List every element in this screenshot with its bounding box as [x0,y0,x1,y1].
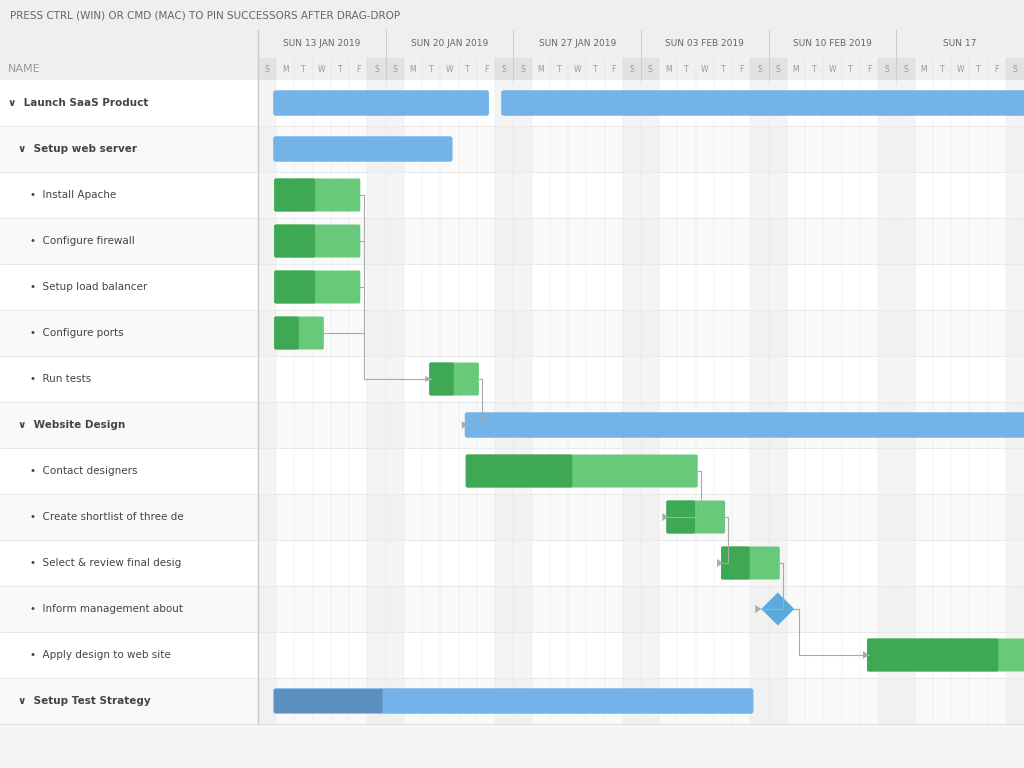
Text: M: M [665,65,672,74]
Text: ∨  Setup web server: ∨ Setup web server [18,144,137,154]
Text: SUN 17: SUN 17 [943,39,977,48]
Text: W: W [573,65,581,74]
Text: F: F [611,65,615,74]
Text: M: M [538,65,544,74]
Text: T: T [301,65,306,74]
Text: T: T [557,65,561,74]
Text: W: W [701,65,709,74]
Text: S: S [374,65,379,74]
Text: •  Inform management about: • Inform management about [30,604,183,614]
Text: W: W [956,65,964,74]
Text: S: S [630,65,634,74]
Text: T: T [940,65,944,74]
Text: •  Run tests: • Run tests [30,374,91,384]
Text: T: T [429,65,433,74]
Text: F: F [866,65,871,74]
Text: PRESS CTRL (WIN) OR CMD (MAC) TO PIN SUCCESSORS AFTER DRAG-DROP: PRESS CTRL (WIN) OR CMD (MAC) TO PIN SUC… [10,10,400,20]
Text: W: W [318,65,326,74]
Text: SUN 13 JAN 2019: SUN 13 JAN 2019 [284,39,360,48]
Text: S: S [885,65,890,74]
Text: ∨  Website Design: ∨ Website Design [18,420,125,430]
Text: S: S [648,65,652,74]
Text: •  Install Apache: • Install Apache [30,190,117,200]
Text: F: F [739,65,743,74]
Text: M: M [410,65,417,74]
Text: S: S [757,65,762,74]
Text: SUN 03 FEB 2019: SUN 03 FEB 2019 [666,39,744,48]
Text: F: F [483,65,488,74]
Text: T: T [593,65,598,74]
Text: NAME: NAME [8,64,41,74]
Text: T: T [812,65,816,74]
Text: F: F [994,65,998,74]
Text: T: T [684,65,689,74]
Text: T: T [849,65,853,74]
Text: •  Setup load balancer: • Setup load balancer [30,282,147,292]
Text: M: M [921,65,927,74]
Text: T: T [721,65,725,74]
Text: SUN 27 JAN 2019: SUN 27 JAN 2019 [539,39,615,48]
Text: M: M [793,65,800,74]
Text: S: S [392,65,397,74]
Text: •  Configure firewall: • Configure firewall [30,236,135,246]
Text: W: W [828,65,837,74]
Text: •  Select & review final desig: • Select & review final desig [30,558,181,568]
Text: M: M [282,65,289,74]
Text: S: S [502,65,507,74]
Text: SUN 20 JAN 2019: SUN 20 JAN 2019 [411,39,488,48]
Text: S: S [520,65,525,74]
Text: S: S [265,65,269,74]
Text: •  Contact designers: • Contact designers [30,466,137,476]
Text: T: T [466,65,470,74]
Text: F: F [356,65,360,74]
Text: S: S [775,65,780,74]
Text: T: T [976,65,981,74]
Text: •  Apply design to web site: • Apply design to web site [30,650,171,660]
Text: S: S [903,65,908,74]
Text: T: T [338,65,342,74]
Text: ∨  Launch SaaS Product: ∨ Launch SaaS Product [8,98,148,108]
Text: •  Create shortlist of three de: • Create shortlist of three de [30,512,183,522]
Text: W: W [445,65,454,74]
Text: •  Configure ports: • Configure ports [30,328,124,338]
Text: SUN 10 FEB 2019: SUN 10 FEB 2019 [793,39,872,48]
Text: S: S [1013,65,1017,74]
Text: ∨  Setup Test Strategy: ∨ Setup Test Strategy [18,696,151,706]
